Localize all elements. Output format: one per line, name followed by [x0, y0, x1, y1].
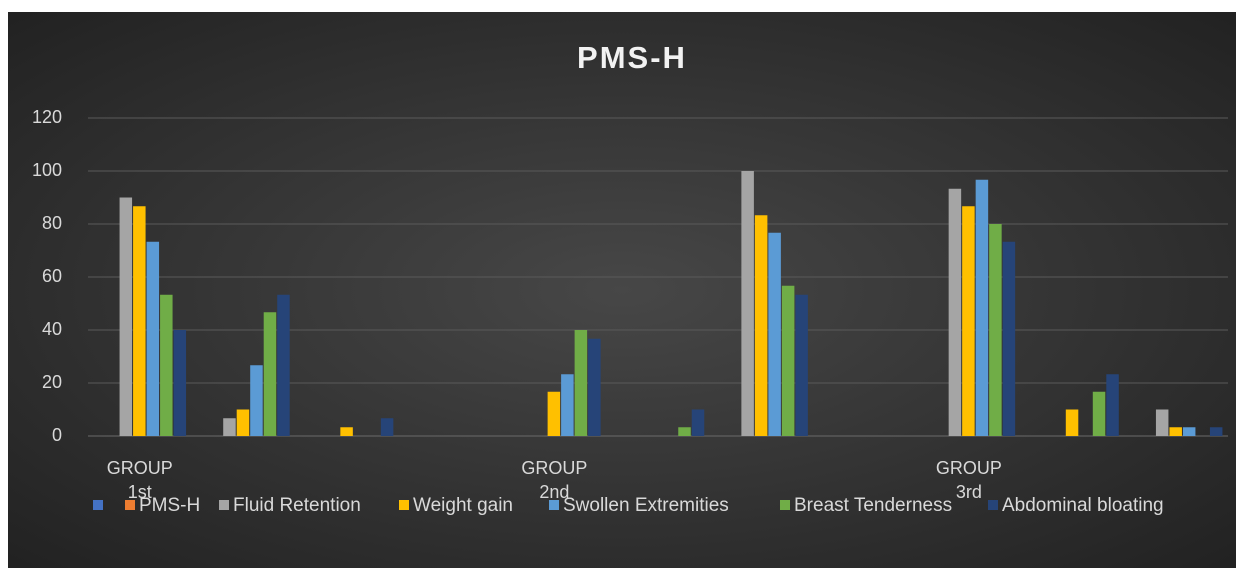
bar: [263, 312, 277, 436]
bar: [975, 179, 989, 436]
bar: [781, 285, 795, 436]
y-tick-label: 120: [32, 107, 62, 127]
bar: [948, 188, 962, 436]
bar: [146, 241, 160, 436]
bar: [547, 391, 561, 436]
bar: [277, 294, 290, 436]
bar: [250, 365, 263, 436]
y-tick-label: 80: [42, 213, 62, 233]
bar: [768, 232, 781, 436]
chart-background: [8, 12, 1236, 568]
legend-label: Abdominal bloating: [1002, 495, 1164, 516]
y-tick-label: 40: [42, 319, 62, 339]
legend-marker: [549, 500, 559, 510]
bar: [133, 206, 146, 436]
bar: [223, 418, 236, 436]
y-tick-label: 0: [52, 425, 62, 445]
legend-label: Fluid Retention: [233, 495, 361, 516]
bar: [678, 427, 691, 436]
legend-label: PMS-H: [139, 495, 200, 516]
bar: [795, 294, 808, 436]
bar: [1209, 427, 1223, 436]
bar: [380, 418, 394, 436]
bar: [160, 294, 173, 436]
bar: [340, 427, 353, 436]
y-tick-label: 20: [42, 372, 62, 392]
bar: [1155, 409, 1169, 436]
bar: [989, 224, 1002, 436]
x-tick-label: GROUP 2nd: [521, 458, 588, 502]
legend-marker: [93, 500, 103, 510]
bar: [1169, 427, 1182, 436]
y-tick-label: 100: [32, 160, 62, 180]
legend-marker: [780, 500, 790, 510]
bar: [691, 409, 705, 436]
y-tick-label: 60: [42, 266, 62, 286]
bar: [588, 338, 601, 436]
bar: [962, 206, 975, 436]
bar: [1065, 409, 1079, 436]
legend-marker: [988, 500, 998, 510]
legend-marker: [219, 500, 229, 510]
legend-label: Weight gain: [413, 495, 513, 516]
bar: [741, 171, 754, 436]
bar: [119, 197, 133, 436]
bar: [1106, 374, 1119, 436]
x-tick-label: GROUP 3rd: [935, 458, 1002, 502]
chart-title: PMS-H: [577, 40, 687, 75]
bar: [574, 330, 588, 436]
bar: [1092, 391, 1106, 436]
legend-label: Breast Tenderness: [794, 495, 952, 516]
legend-marker: [399, 500, 409, 510]
bar: [1002, 241, 1016, 436]
x-tick-label: GROUP 1st: [106, 458, 173, 502]
bar: [1182, 427, 1196, 436]
bar: [173, 330, 187, 436]
bar: [754, 215, 768, 436]
bar: [561, 374, 574, 436]
bar: [236, 409, 250, 436]
legend-label: Swollen Extremities: [563, 495, 729, 516]
legend-marker: [125, 500, 135, 510]
